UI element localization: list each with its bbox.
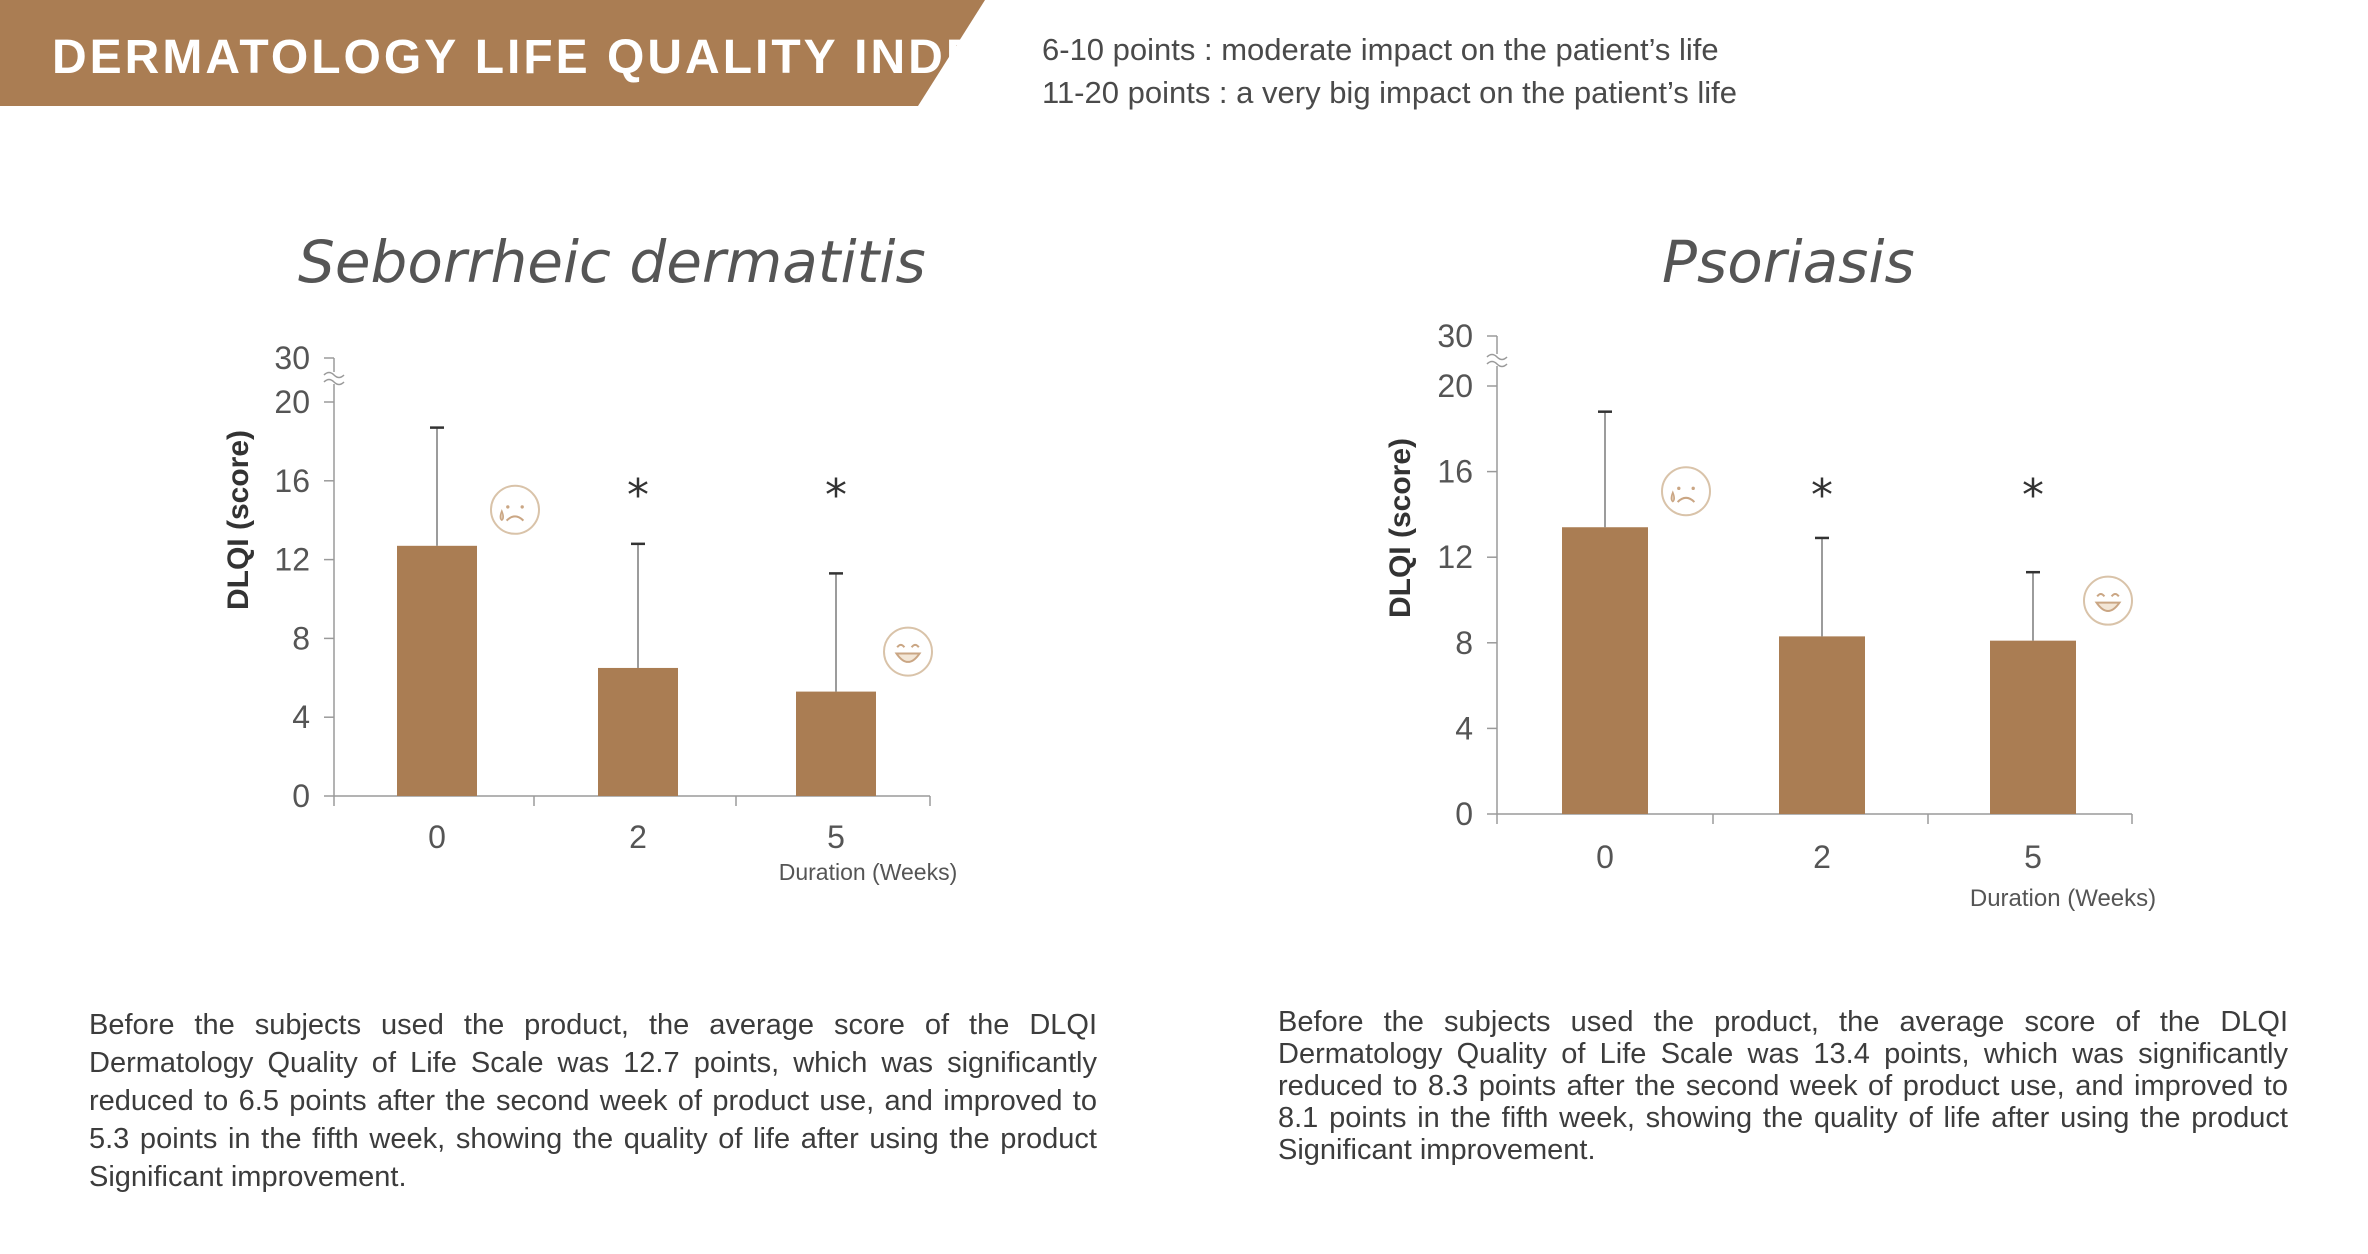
- y-tick-label: 4: [1455, 710, 1473, 746]
- y-axis-label: DLQI (score): [1384, 438, 1417, 618]
- face-tear: [1670, 490, 1675, 503]
- face-outline: [490, 484, 540, 535]
- y-tick-label: 4: [292, 699, 310, 735]
- y-tick-label: 16: [1437, 454, 1473, 490]
- axis-break-wave: [323, 371, 345, 379]
- chart-psoriasis: 0 4 8 12 16 20 30 0 * 2 * 5 Duration (Weeks) DLQI (sc…: [1384, 318, 2156, 912]
- face-eye-left: [1677, 486, 1681, 491]
- y-tick-label: 16: [274, 463, 310, 499]
- y-tick-label: 20: [274, 384, 310, 420]
- happy-face-icon: [883, 626, 933, 677]
- description-psoriasis: Before the subjects used the product, th…: [1278, 1006, 2288, 1166]
- x-axis-label: Duration (Weeks): [779, 859, 958, 885]
- face-eye-right: [520, 505, 524, 509]
- axis-break-icon: [323, 371, 345, 386]
- y-tick-label: 12: [274, 542, 310, 578]
- category-label: 2: [629, 819, 647, 855]
- axis-break-icon: [1486, 353, 1508, 368]
- y-tick-label: 8: [292, 620, 310, 656]
- bar-week-0: [397, 545, 477, 796]
- y-axis-label: DLQI (score): [222, 430, 255, 610]
- axis-break-wave: [1486, 360, 1508, 368]
- category-label: 5: [2024, 839, 2042, 875]
- chart-title-seborrheic: Seborrheic dermatitis: [298, 228, 926, 296]
- legend-very-big: 11-20 points : a very big impact on the …: [1042, 75, 1738, 110]
- y-tick-label: 0: [292, 778, 310, 814]
- significance-star: *: [825, 470, 847, 521]
- sad-face-icon: [490, 484, 540, 535]
- category-label: 2: [1813, 839, 1831, 875]
- face-outline: [2083, 575, 2133, 626]
- chart-title-psoriasis: Psoriasis: [1662, 228, 1915, 296]
- legend-moderate: 6-10 points : moderate impact on the pat…: [1042, 32, 1719, 67]
- significance-star: *: [1811, 470, 1833, 521]
- axis-break-wave: [323, 378, 345, 386]
- face-eye-left: [896, 643, 906, 648]
- face-eye-right: [2110, 592, 2120, 597]
- face-mouth: [505, 515, 525, 522]
- face-outline: [883, 626, 933, 677]
- face-eye-right: [910, 643, 920, 648]
- y-tick-label: 30: [1437, 318, 1473, 354]
- significance-star: *: [627, 470, 649, 521]
- category-label: 0: [1596, 839, 1614, 875]
- happy-face-icon: [2083, 575, 2133, 626]
- y-tick-label: 12: [1437, 539, 1473, 575]
- y-tick-label: 0: [1455, 796, 1473, 832]
- x-axis-label: Duration (Weeks): [1970, 885, 2156, 912]
- sad-face-icon: [1661, 466, 1711, 517]
- page-title: DERMATOLOGY LIFE QUALITY INDEX: [52, 31, 1016, 84]
- face-mouth: [2094, 601, 2122, 612]
- bar-week-2: [598, 667, 678, 796]
- face-eye-left: [506, 505, 510, 509]
- banner-background: [0, 0, 985, 106]
- face-eye-right: [1691, 486, 1695, 491]
- significance-star: *: [2022, 470, 2044, 521]
- chart-seborrheic: 0 4 8 12 16 20 30 0 * 2 * 5 Duration (Weeks) DLQI (sc…: [222, 340, 957, 885]
- category-label: 5: [827, 819, 845, 855]
- category-label: 0: [428, 819, 446, 855]
- bar-week-5: [796, 691, 876, 796]
- face-mouth: [1676, 496, 1696, 503]
- y-tick-label: 8: [1455, 625, 1473, 661]
- face-mouth: [894, 652, 922, 663]
- axis-break-wave: [1486, 353, 1508, 361]
- score-legend: 6-10 points : moderate impact on the pat…: [1042, 28, 1737, 114]
- header-banner: DERMATOLOGY LIFE QUALITY INDEX: [0, 0, 1013, 106]
- face-eye-left: [2096, 592, 2106, 597]
- description-seborrheic: Before the subjects used the product, th…: [89, 1009, 1097, 1193]
- face-outline: [1661, 466, 1711, 517]
- face-tear: [499, 508, 504, 522]
- y-tick-label: 20: [1437, 368, 1473, 404]
- bar-week-2: [1779, 636, 1865, 814]
- bar-week-5: [1990, 640, 2076, 814]
- y-tick-label: 30: [274, 340, 310, 376]
- bar-week-0: [1562, 527, 1648, 814]
